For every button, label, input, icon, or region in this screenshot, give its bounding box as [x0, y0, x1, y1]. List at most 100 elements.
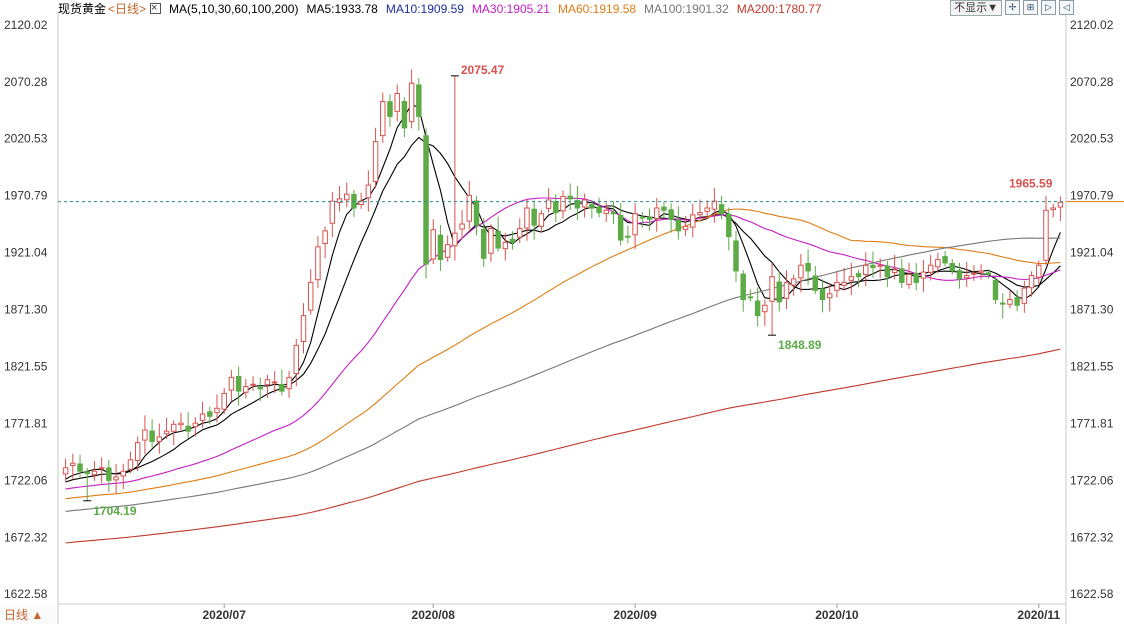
moving-average-lines — [65, 103, 1061, 544]
candle-body — [344, 193, 350, 201]
candle-body — [113, 476, 119, 481]
candle-body — [192, 422, 199, 428]
y-tick-left: 1672.32 — [4, 530, 48, 544]
y-tick-right: 2120.02 — [1070, 18, 1114, 32]
candle-body — [653, 207, 660, 220]
x-tick-label: 2020/10 — [815, 608, 859, 622]
y-tick-left: 2070.28 — [4, 75, 48, 89]
candle-body — [127, 459, 134, 470]
expand-icon[interactable]: ✢ — [1005, 0, 1020, 15]
candle-body — [365, 184, 372, 199]
candle-body — [963, 275, 970, 279]
candle-body — [380, 101, 386, 137]
ma-readout-2: MA30:1905.21 — [471, 2, 550, 16]
y-tick-left: 1921.04 — [4, 246, 48, 260]
ma-params-label: MA(5,10,30,60,100,200) — [169, 2, 299, 16]
y-tick-right: 1672.32 — [1070, 530, 1114, 544]
candle-body — [106, 467, 112, 481]
candle-body — [978, 270, 984, 273]
candle-body — [740, 273, 746, 301]
chart-header: 现货黄金<日线> MA(5,10,30,60,100,200) MA5:1933.7… — [58, 0, 838, 17]
back-icon[interactable]: ◁ — [1059, 0, 1074, 15]
candle-body — [906, 273, 912, 285]
candle-body — [762, 304, 768, 313]
candle-body — [257, 386, 263, 390]
candle-body — [661, 206, 667, 211]
candle-body — [1057, 201, 1064, 208]
shrink-icon-glyph: ⊞ — [1026, 2, 1035, 12]
candle-body — [697, 212, 703, 216]
candle-body — [935, 258, 941, 268]
candle-body — [394, 93, 400, 112]
candle-body — [718, 204, 725, 215]
candle-body — [589, 204, 595, 209]
candle-body — [452, 232, 458, 247]
candle-body — [473, 200, 480, 226]
candle-body — [538, 213, 545, 227]
candle-body — [250, 383, 256, 386]
candle-body — [805, 262, 811, 272]
y-tick-left: 1821.55 — [4, 359, 48, 373]
candle-body — [149, 430, 155, 442]
candle-body — [271, 381, 278, 384]
ma-readout-1: MA10:1909.59 — [385, 2, 464, 16]
candle-body — [416, 84, 422, 117]
display-dropdown[interactable]: 不显示▼ — [950, 0, 1002, 16]
period-label[interactable]: <日线> — [108, 2, 147, 16]
y-tick-left: 1970.79 — [4, 189, 48, 203]
candle-body — [632, 213, 638, 236]
y-tick-right: 1622.58 — [1070, 587, 1114, 601]
candle-body — [524, 207, 530, 229]
instrument-title: 现货黄金 — [58, 2, 107, 16]
ma200-line — [65, 348, 1061, 544]
candle-body — [639, 216, 646, 219]
candle-body — [610, 212, 617, 215]
candle-body — [675, 219, 682, 232]
candle-body — [855, 273, 862, 278]
candle-body — [293, 344, 300, 374]
candle-body — [790, 278, 797, 286]
candle-body — [899, 268, 905, 283]
candle-body — [336, 198, 343, 204]
y-tick-left: 1871.30 — [4, 303, 48, 317]
ma-toggle-checkbox[interactable] — [150, 0, 162, 16]
candle-body — [84, 471, 90, 475]
candle-body — [747, 296, 754, 299]
y-tick-right: 2020.53 — [1070, 132, 1114, 146]
step-forward-icon[interactable]: ▷ — [1041, 0, 1056, 15]
candle-body — [560, 196, 566, 212]
candle-body — [91, 470, 98, 476]
candle-body — [134, 442, 141, 462]
candle-body — [372, 141, 379, 182]
extreme-label: 1704.19 — [93, 504, 137, 518]
period-tab[interactable]: 日线 ▲ — [0, 607, 56, 624]
x-axis: 2020/07 2020/08 2020/09 2020/10 2020/11 — [202, 604, 1060, 622]
shrink-icon[interactable]: ⊞ — [1023, 0, 1038, 15]
x-tick-label: 2020/11 — [1017, 608, 1060, 622]
y-tick-right: 1821.55 — [1070, 359, 1114, 373]
candle-body — [286, 376, 292, 390]
candle-body — [596, 206, 602, 214]
candle-body — [170, 423, 177, 432]
candle-body — [62, 467, 69, 475]
candle-body — [769, 276, 775, 302]
candle-body — [617, 214, 624, 241]
candle-body — [985, 272, 992, 275]
candle-body — [322, 230, 328, 245]
ma5-line — [65, 103, 1061, 480]
candle-body — [682, 225, 689, 230]
candle-body — [704, 207, 710, 212]
candle-body — [329, 200, 336, 224]
candle-body — [927, 264, 934, 273]
candle-body — [863, 264, 869, 275]
annotations: 1965.59 2075.47 1704.19 1848.89 — [83, 63, 1053, 518]
candle-body — [625, 235, 631, 238]
candle-body — [207, 411, 213, 417]
candle-body — [466, 194, 473, 222]
candle-body — [891, 269, 898, 273]
candle-body — [553, 201, 559, 214]
candle-body — [754, 300, 761, 317]
candle-body — [98, 467, 105, 470]
y-axis-left: 2120.02 2070.28 2020.53 1970.79 1921.04 1871.… — [4, 18, 48, 601]
